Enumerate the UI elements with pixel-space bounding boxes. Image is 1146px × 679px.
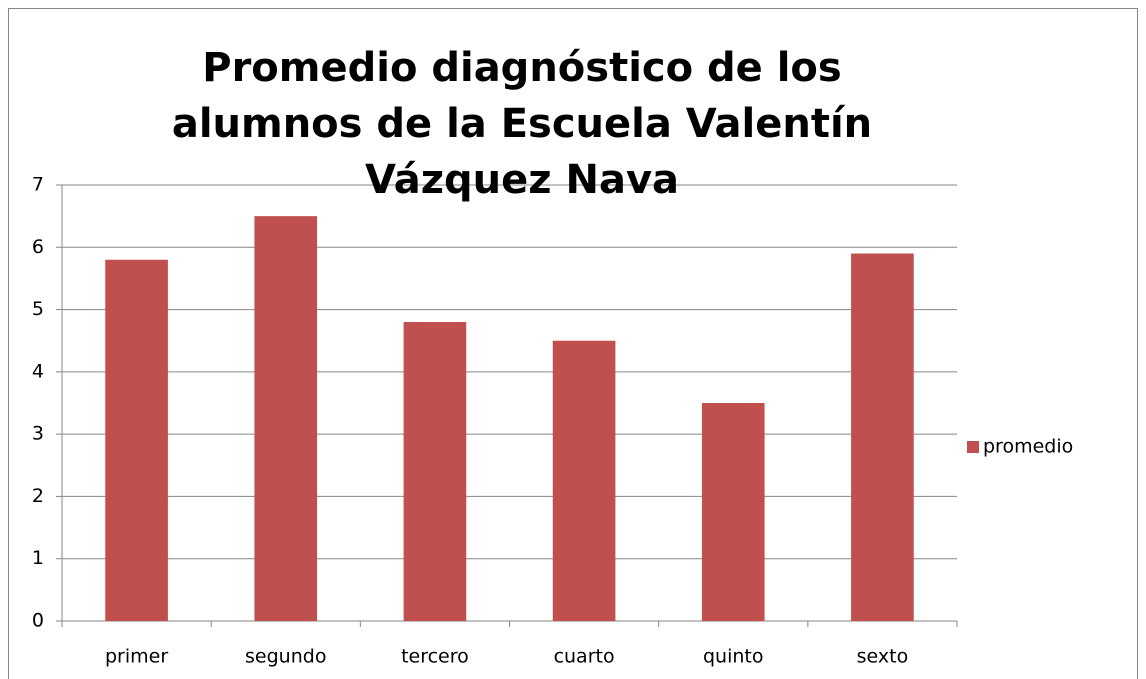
- y-tick-label: 3: [32, 423, 44, 445]
- y-tick-label: 1: [32, 547, 44, 569]
- y-tick-label: 7: [32, 174, 44, 196]
- y-tick-label: 4: [32, 360, 44, 382]
- bar: [254, 216, 318, 621]
- y-tick-label: 0: [32, 610, 44, 632]
- bar: [552, 340, 616, 621]
- y-tick-label: 2: [32, 485, 44, 507]
- x-tick-label: cuarto: [554, 646, 615, 668]
- chart-border: [8, 8, 1138, 679]
- x-tick-label: sexto: [857, 646, 909, 668]
- bar: [701, 403, 765, 621]
- x-tick-label: quinto: [703, 646, 764, 668]
- chart-title: Promedio diagnóstico de los alumnos de l…: [171, 45, 873, 203]
- legend-swatch: [967, 441, 979, 453]
- bar: [851, 253, 914, 621]
- legend-label: promedio: [983, 436, 1073, 458]
- bar: [105, 259, 168, 621]
- x-tick-label: tercero: [401, 646, 469, 668]
- x-tick-label: primer: [105, 646, 168, 668]
- bar: [403, 322, 467, 621]
- y-tick-label: 6: [32, 236, 44, 258]
- y-tick-label: 5: [32, 298, 44, 320]
- x-tick-label: segundo: [245, 646, 326, 668]
